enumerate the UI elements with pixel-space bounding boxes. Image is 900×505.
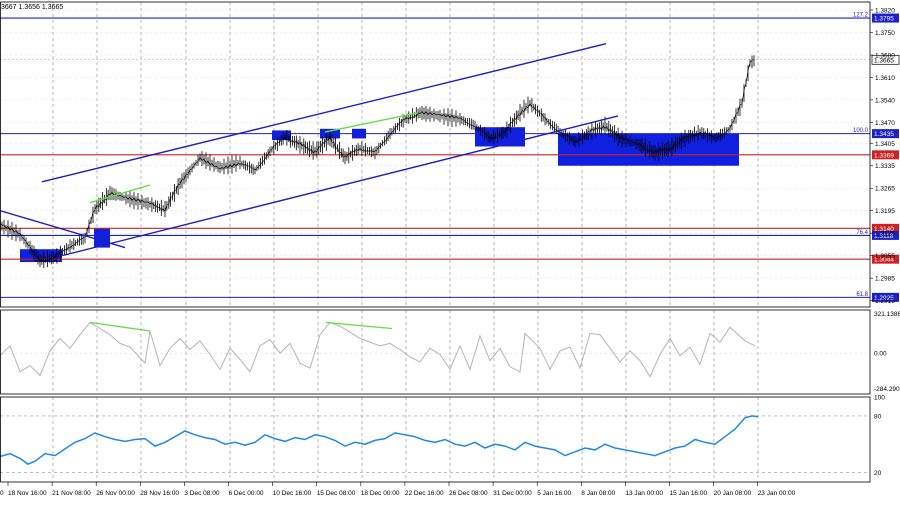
- panel-frame-0: [0, 1, 871, 308]
- cci-tick-label-0: 321.1386: [874, 311, 900, 318]
- price-tick-label-2: 1.3680: [875, 52, 895, 59]
- cci-tick-label-1: 0.00: [874, 351, 887, 358]
- price-tick-label-3: 1.3610: [875, 75, 895, 82]
- level-tag-4: 1.3118: [874, 233, 894, 240]
- level-tag-bg-6: [872, 292, 899, 302]
- trend-channel-upper: [41, 43, 607, 183]
- zone-box-5: [475, 127, 525, 147]
- x-label-8: 18 Dec 00:00: [361, 490, 400, 497]
- level-tag-bg-5: [872, 254, 899, 264]
- price-tick-label-6: 1.3405: [875, 141, 895, 148]
- fib-label-0: 127.2: [853, 13, 869, 19]
- x-label-12: 5 Jan 16:00: [537, 490, 571, 497]
- level-tag-2: 1.3369: [874, 152, 894, 159]
- trend-divergence-2: [324, 112, 419, 133]
- x-label-5: 6 Dec 00:00: [229, 490, 264, 497]
- x-label-6: 10 Dec 16:00: [273, 490, 312, 497]
- ohlc-header: 3667 1.3656 1.3665: [1, 4, 63, 11]
- price-tick-label-1: 1.3750: [875, 30, 895, 37]
- x-label-17: 23 Jan 00:00: [758, 490, 796, 497]
- price-tick-label-5: 1.3470: [875, 120, 895, 127]
- rsi-tick-label-0: 100: [874, 395, 885, 402]
- zone-box-6: [558, 133, 739, 166]
- panel-frame-1: [0, 309, 871, 395]
- level-tag-bg-3: [872, 223, 899, 233]
- level-tag-bg-2: [872, 150, 899, 160]
- x-label-1: 21 Nov 08:00: [52, 490, 91, 497]
- x-label-10: 26 Dec 08:00: [449, 490, 488, 497]
- x-label-9: 22 Dec 16:00: [405, 490, 444, 497]
- trend-channel-lower: [61, 115, 619, 257]
- level-tag-1: 1.3435: [874, 131, 894, 138]
- x-label-3: 28 Nov 16:00: [140, 490, 179, 497]
- x-label-2: 26 Nov 00:00: [96, 490, 135, 497]
- cci-divergence-1: [89, 321, 151, 332]
- price-series: [0, 59, 755, 264]
- fib-label-1: 100.0: [853, 128, 869, 134]
- price-tick-label-11: 1.3055: [875, 253, 895, 260]
- x-label-11: 31 Dec 00:00: [493, 490, 532, 497]
- price-tick-label-4: 1.3540: [875, 97, 895, 104]
- fib-label-6: 61.8: [856, 292, 868, 298]
- level-tag-bg-4: [872, 230, 899, 240]
- price-tick-label-7: 1.3335: [875, 163, 895, 170]
- level-tag-0: 1.3795: [874, 16, 894, 23]
- price-tick-label-10: 1.3125: [875, 231, 895, 238]
- x-label-13: 8 Jan 08:00: [581, 490, 615, 497]
- level-tag-bg-0: [872, 13, 899, 23]
- price-tick-label-8: 1.3265: [875, 186, 895, 193]
- zone-box-1: [94, 228, 110, 248]
- price-tick-label-0: 1.3820: [875, 8, 895, 15]
- cci-divergence-2: [325, 321, 393, 330]
- level-tag-3: 1.3140: [874, 226, 894, 233]
- rsi-tick-label-1: 80: [874, 413, 882, 420]
- cci-series: [0, 321, 756, 378]
- x-label-7: 15 Dec 08:00: [317, 490, 356, 497]
- x-label-15: 15 Jan 16:00: [670, 490, 708, 497]
- x-label-4: 3 Dec 08:00: [184, 490, 219, 497]
- trend-divergence-1: [89, 184, 151, 204]
- trend-descending-line: [0, 210, 126, 249]
- x-label-16: 20 Jan 08:00: [714, 490, 752, 497]
- current-price-tag: 1.3665: [874, 57, 894, 64]
- level-tag-6: 1.2925: [874, 295, 894, 302]
- cci-tick-label-2: -284.290: [874, 386, 900, 393]
- panel-frame-2: [0, 396, 871, 483]
- x-label-first: 0: [0, 490, 4, 497]
- price-tick-label-13: 1.2915: [875, 298, 895, 305]
- price-tick-label-9: 1.3195: [875, 208, 895, 215]
- level-tag-5: 1.3044: [874, 257, 894, 264]
- level-tag-bg-1: [872, 129, 899, 139]
- x-label-0: 18 Nov 16:00: [8, 490, 47, 497]
- rsi-tick-label-3: 20: [874, 470, 882, 477]
- current-price-tag-bg: [871, 54, 900, 65]
- price-tick-label-12: 1.2985: [875, 276, 895, 283]
- rsi-series: [0, 415, 759, 465]
- x-label-14: 13 Jan 00:00: [625, 490, 663, 497]
- fib-label-4: 76.4: [856, 230, 868, 236]
